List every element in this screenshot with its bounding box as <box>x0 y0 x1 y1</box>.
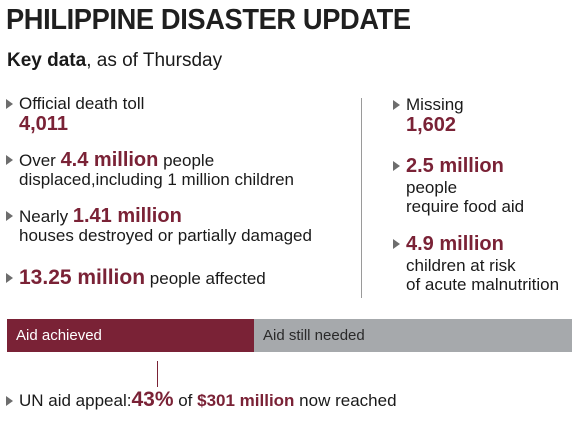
displaced-line2: displaced,including 1 million children <box>19 170 294 189</box>
bullet-triangle-icon <box>393 100 400 110</box>
aid-needed-bar: Aid still needed <box>254 319 572 352</box>
houses-item: Nearly 1.41 million houses destroyed or … <box>6 206 356 250</box>
displaced-item: Over 4.4 million people displaced,includ… <box>6 150 346 194</box>
food-aid-line3: require food aid <box>406 197 525 216</box>
appeal-percent: 43% <box>131 388 174 411</box>
bullet-triangle-icon <box>6 396 13 406</box>
subtitle: Key data, as of Thursday <box>7 50 222 72</box>
missing-label: Missing <box>406 95 464 114</box>
appeal-line: UN aid appeal:43% of $301 million now re… <box>19 388 397 411</box>
bullet-triangle-icon <box>393 161 400 171</box>
houses-line2: houses destroyed or partially damaged <box>19 226 312 245</box>
appeal-label: UN aid appeal: <box>19 391 132 410</box>
affected-value: 13.25 million <box>19 266 146 289</box>
bullet-triangle-icon <box>6 155 13 165</box>
appeal-post: now reached <box>294 391 397 410</box>
food-aid-value: 2.5 million <box>406 155 504 177</box>
appeal-item: UN aid appeal:43% of $301 million now re… <box>6 388 576 416</box>
death-toll-value: 4,011 <box>19 113 68 135</box>
affected-item: 13.25 million people affected <box>6 266 346 294</box>
affected-line: 13.25 million people affected <box>19 266 266 289</box>
bullet-triangle-icon <box>6 99 13 109</box>
bullet-triangle-icon <box>6 211 13 221</box>
children-value: 4.9 million <box>406 233 504 255</box>
children-line3: of acute malnutrition <box>406 275 560 294</box>
displaced-post: people <box>158 151 215 170</box>
subtitle-date: , as of Thursday <box>86 50 223 71</box>
death-toll-label: Official death toll <box>19 94 145 113</box>
appeal-of: of <box>173 391 198 410</box>
appeal-amount: $301 million <box>197 391 295 410</box>
houses-value: 1.41 million <box>72 205 182 227</box>
affected-post: people affected <box>145 269 266 288</box>
food-aid-item: 2.5 million people require food aid <box>393 156 578 220</box>
food-aid-line2: people <box>406 178 458 197</box>
houses-line1: Nearly 1.41 million <box>19 206 182 227</box>
displaced-pre: Over <box>19 151 61 170</box>
missing-value: 1,602 <box>406 114 457 136</box>
aid-marker-line <box>157 361 158 387</box>
page-title: PHILIPPINE DISASTER UPDATE <box>6 4 411 36</box>
displaced-value: 4.4 million <box>60 149 159 171</box>
houses-pre: Nearly <box>19 207 73 226</box>
death-toll-item: Official death toll 4,011 <box>6 94 346 138</box>
column-divider <box>361 98 362 298</box>
bullet-triangle-icon <box>6 273 13 283</box>
children-item: 4.9 million children at risk of acute ma… <box>393 234 578 298</box>
children-line2: children at risk <box>406 256 516 275</box>
bullet-triangle-icon <box>393 239 400 249</box>
displaced-line1: Over 4.4 million people <box>19 150 214 171</box>
subtitle-key-data: Key data <box>7 50 87 71</box>
missing-item: Missing 1,602 <box>393 95 578 139</box>
aid-achieved-bar: Aid achieved <box>7 319 254 352</box>
